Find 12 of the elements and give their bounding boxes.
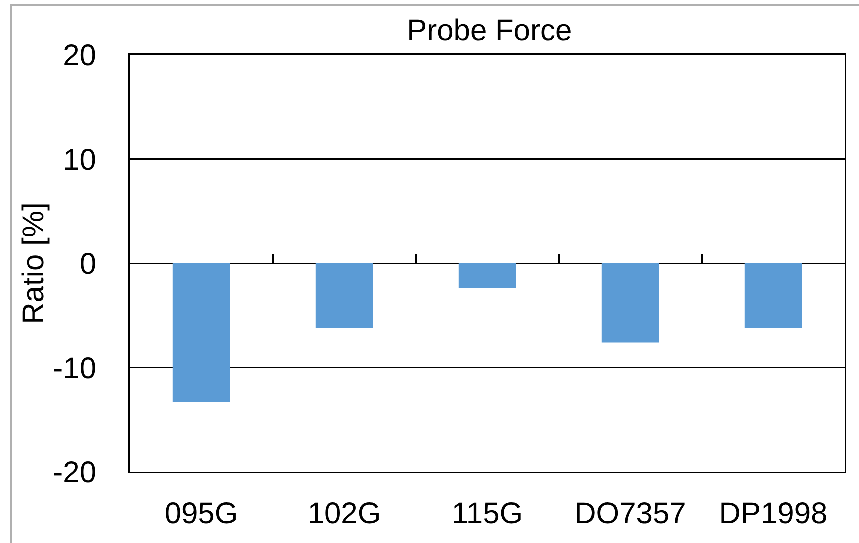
x-tick-label: DO7357 [574, 498, 686, 530]
y-tick-label: -10 [53, 352, 96, 386]
y-tick-label: 10 [63, 144, 96, 177]
y-tick-label: 0 [80, 248, 96, 281]
x-tick-label: 095G [164, 498, 238, 530]
x-tick-label: 115G [452, 498, 524, 530]
chart-title: Probe Force [407, 14, 572, 48]
x-tick-label: 102G [308, 498, 382, 530]
y-tick-label: -20 [53, 456, 96, 490]
y-tick-label: 20 [63, 40, 96, 72]
y-axis-title: Ratio [%] [17, 202, 50, 324]
x-tick-label: DP1998 [719, 498, 828, 530]
